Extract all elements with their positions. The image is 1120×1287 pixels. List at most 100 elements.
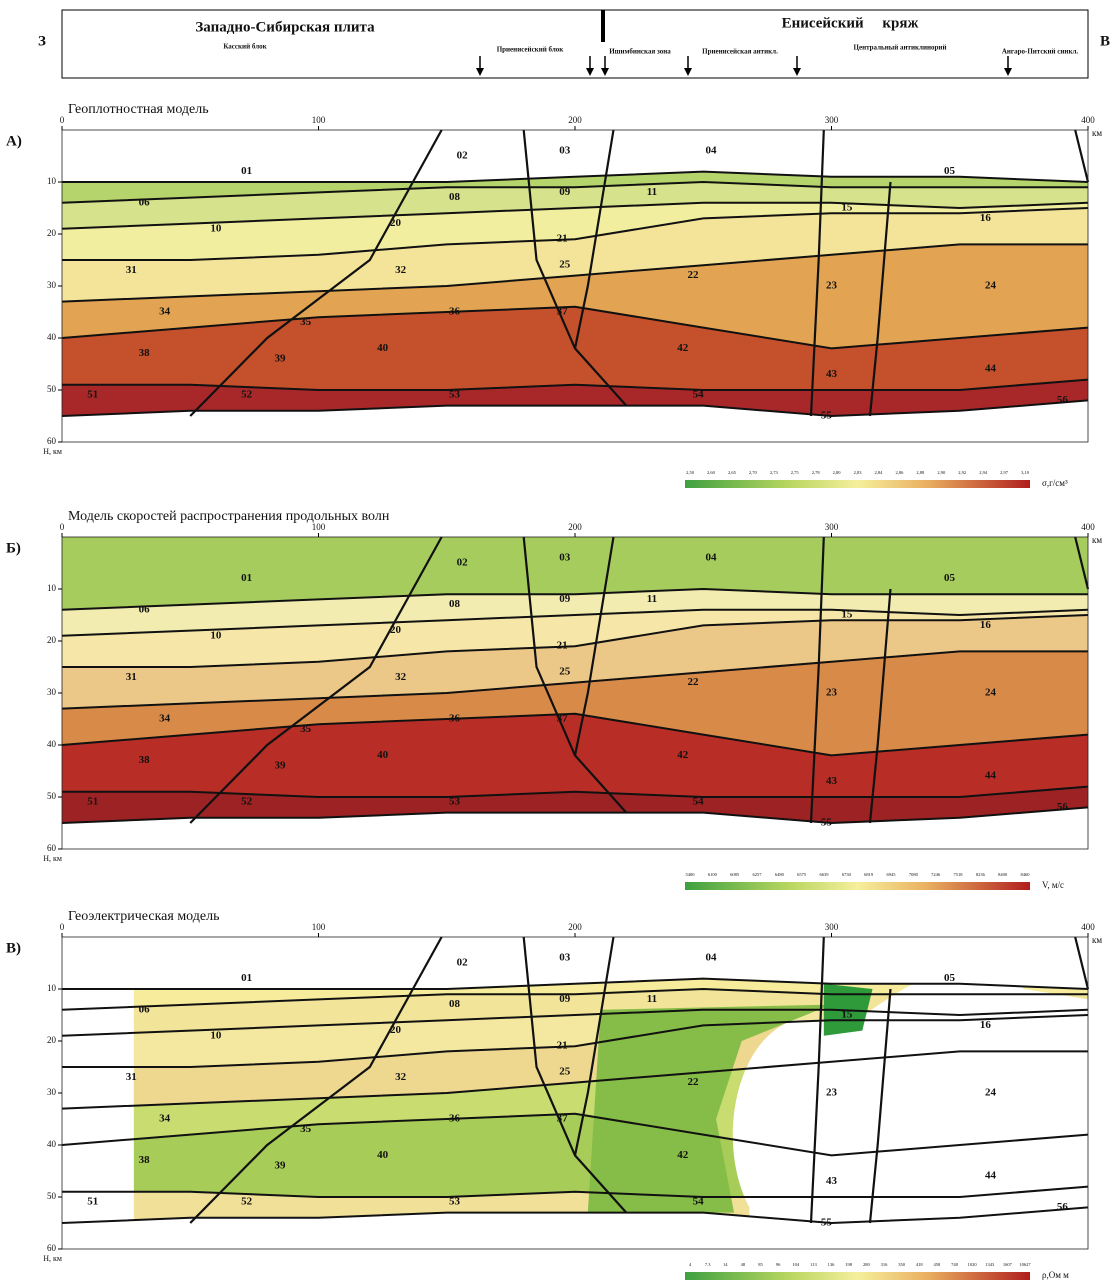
block-label: 25 bbox=[559, 1066, 571, 1078]
block-label: 02 bbox=[457, 957, 469, 969]
y-unit: Н, км bbox=[43, 854, 62, 863]
y-tick-label: 20 bbox=[47, 1035, 57, 1045]
block-label: 54 bbox=[693, 796, 705, 808]
block-label: 15 bbox=[841, 609, 853, 621]
x-tick-label: 300 bbox=[825, 522, 839, 532]
block-label: 22 bbox=[687, 676, 699, 688]
colorbar-label: 6575 bbox=[797, 872, 807, 877]
x-unit: км bbox=[1092, 535, 1102, 545]
colorbar-label: 2,70 bbox=[749, 470, 758, 476]
x-tick-label: 0 bbox=[60, 522, 65, 532]
colorbar-label: 2,83 bbox=[854, 470, 863, 476]
y-tick-label: 30 bbox=[47, 1087, 57, 1097]
colorbar-label: 7246 bbox=[931, 872, 941, 877]
block-label: 21 bbox=[557, 1040, 568, 1052]
colorbar-label: 458 bbox=[933, 1262, 941, 1267]
block-label: 10 bbox=[210, 629, 222, 641]
block-label: 11 bbox=[647, 993, 657, 1005]
colorbar-label: 85 bbox=[758, 1262, 763, 1267]
block-label: 20 bbox=[390, 624, 402, 636]
block-label: 42 bbox=[677, 1149, 689, 1161]
colorbar-label: 2,65 bbox=[728, 470, 737, 476]
colorbar-label: 2,92 bbox=[958, 470, 966, 476]
block-label: 25 bbox=[559, 259, 571, 271]
colorbar-label: 48 bbox=[741, 1262, 746, 1267]
block-label: 55 bbox=[821, 817, 833, 829]
y-tick-label: 50 bbox=[47, 791, 57, 801]
west-title: Западно-Сибирская плита bbox=[195, 19, 375, 35]
block-label: 55 bbox=[821, 1217, 833, 1229]
panel-title: Модель скоростей распространения продоль… bbox=[68, 509, 390, 524]
y-tick-label: 60 bbox=[47, 843, 57, 853]
colorbar-label: 316 bbox=[881, 1262, 889, 1267]
y-tick-label: 10 bbox=[47, 583, 57, 593]
x-tick-label: 0 bbox=[60, 922, 65, 932]
block-label: 51 bbox=[87, 796, 98, 808]
block-label: 37 bbox=[557, 1113, 569, 1125]
block-label: 10 bbox=[210, 1029, 222, 1041]
block-label: 23 bbox=[826, 687, 838, 699]
block-label: 04 bbox=[705, 144, 717, 156]
block-label: 31 bbox=[126, 264, 137, 276]
block-label: 32 bbox=[395, 1071, 407, 1083]
arrow-head bbox=[793, 68, 801, 76]
block-label: 01 bbox=[241, 972, 252, 984]
colorbar-label: 2,97 bbox=[1000, 470, 1009, 476]
colorbar-label: 5400 bbox=[686, 872, 696, 877]
colorbar-label: 1020 bbox=[968, 1262, 978, 1267]
block-label: 05 bbox=[944, 972, 956, 984]
fault bbox=[1075, 130, 1088, 182]
block-label: 09 bbox=[559, 593, 571, 605]
block-label: 25 bbox=[559, 666, 571, 678]
block-label: 53 bbox=[449, 796, 461, 808]
panel-letter: А) bbox=[6, 133, 22, 149]
block-label: 20 bbox=[390, 1024, 402, 1036]
colorbar-label: 6730 bbox=[842, 872, 852, 877]
panel-title: Геоплотностная модель bbox=[68, 102, 209, 117]
block-label: 08 bbox=[449, 998, 461, 1010]
figure: З В Западно-Сибирская плита Енисейский к… bbox=[0, 0, 1120, 1287]
y-tick-label: 60 bbox=[47, 1243, 57, 1253]
x-tick-label: 200 bbox=[568, 522, 582, 532]
block-label: 43 bbox=[826, 775, 838, 787]
colorbar-label: 2,90 bbox=[937, 470, 946, 476]
arrow-head bbox=[1004, 68, 1012, 76]
colorbar-label: 2,60 bbox=[707, 470, 716, 476]
block-label: 32 bbox=[395, 264, 407, 276]
zone-label: Касский блок bbox=[223, 43, 267, 51]
block-label: 24 bbox=[985, 687, 997, 699]
block-label: 38 bbox=[139, 1154, 151, 1166]
arrow-head bbox=[586, 68, 594, 76]
block-label: 01 bbox=[241, 165, 252, 177]
block-label: 11 bbox=[647, 593, 657, 605]
zone-label: Приенисейская антикл. bbox=[702, 48, 778, 56]
block-label: 39 bbox=[275, 352, 287, 364]
block-label: 21 bbox=[557, 640, 568, 652]
colorbar-label: 280 bbox=[863, 1262, 871, 1267]
colorbar-label: 2,84 bbox=[875, 470, 884, 476]
colorbar bbox=[685, 882, 1030, 890]
block-label: 36 bbox=[449, 306, 461, 318]
y-unit: Н, км bbox=[43, 1254, 62, 1263]
block-label: 37 bbox=[557, 713, 569, 725]
panel-letter: В) bbox=[6, 940, 21, 956]
block-label: 42 bbox=[677, 749, 689, 761]
block-label: 34 bbox=[159, 713, 171, 725]
colorbar-label: 2,86 bbox=[895, 470, 904, 476]
block-label: 09 bbox=[559, 993, 571, 1005]
y-tick-label: 60 bbox=[47, 436, 57, 446]
colorbar-label: 8236 bbox=[976, 872, 986, 877]
block-label: 44 bbox=[985, 363, 997, 375]
x-tick-label: 300 bbox=[825, 922, 839, 932]
colorbar-label: 7518 bbox=[954, 872, 964, 877]
colorbar-label: 1607 bbox=[1003, 1262, 1013, 1267]
y-tick-label: 50 bbox=[47, 384, 57, 394]
block-label: 51 bbox=[87, 1196, 98, 1208]
block-label: 16 bbox=[980, 212, 992, 224]
block-label: 20 bbox=[390, 217, 402, 229]
west-side: З bbox=[38, 33, 46, 49]
colorbar-label: 198 bbox=[845, 1262, 853, 1267]
colorbar-label: 2,80 bbox=[833, 470, 842, 476]
x-tick-label: 100 bbox=[312, 115, 326, 125]
zone-label: Ишимбинская зона bbox=[609, 48, 671, 56]
